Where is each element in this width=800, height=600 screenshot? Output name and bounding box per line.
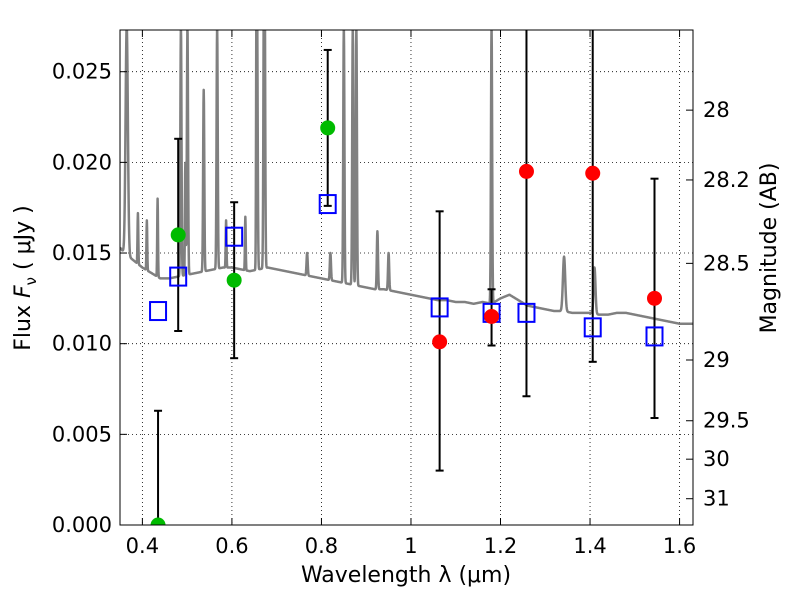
x-tick-label: 0.4 bbox=[126, 534, 159, 558]
observed-flux-marker-red bbox=[432, 334, 448, 350]
y-axis-label-symbol: F bbox=[11, 285, 36, 298]
grid bbox=[120, 30, 693, 526]
y-tick-label: 0.005 bbox=[52, 422, 112, 446]
right-axis-ticks: 28 28.2 28.5 29 29.5 30 31 bbox=[686, 98, 750, 511]
y-tick-label: 0.000 bbox=[52, 513, 112, 537]
observed-flux-marker-green bbox=[150, 517, 166, 525]
model-flux-marker bbox=[149, 301, 168, 322]
x-tick-label: 1.2 bbox=[484, 534, 517, 558]
y-axis-label-subscript: ν bbox=[22, 277, 40, 285]
plot-background bbox=[120, 30, 693, 525]
observed-flux-marker-red bbox=[484, 308, 500, 324]
model-flux-marker bbox=[517, 302, 536, 323]
model-flux-marker bbox=[583, 317, 602, 338]
right-tick-label: 30 bbox=[703, 447, 730, 471]
model-flux-marker bbox=[645, 326, 664, 347]
observed-flux-marker-red bbox=[585, 165, 601, 181]
plot-frame bbox=[119, 29, 694, 526]
y-axis-label-flux: Flux bbox=[11, 298, 36, 351]
right-tick-label: 31 bbox=[703, 487, 730, 511]
right-axis-label: Magnitude (AB) bbox=[757, 163, 782, 334]
right-tick-label: 28 bbox=[703, 98, 730, 122]
x-tick-label: 1.6 bbox=[663, 534, 696, 558]
right-tick-label: 29.5 bbox=[703, 409, 750, 433]
observed-flux-marker-red bbox=[518, 163, 534, 179]
y-tick-label: 0.025 bbox=[52, 60, 112, 84]
right-tick-label: 29 bbox=[703, 348, 730, 372]
y-tick-label: 0.015 bbox=[52, 241, 112, 265]
x-axis-label: Wavelength λ (μm) bbox=[301, 563, 511, 588]
model-flux-marker bbox=[169, 266, 188, 287]
x-axis-ticks: 0.4 0.6 0.8 1 1.2 1.4 1.6 bbox=[126, 30, 696, 558]
y-tick-label: 0.010 bbox=[52, 332, 112, 356]
observed-flux-marker-red bbox=[647, 290, 663, 306]
x-tick-label: 1.4 bbox=[573, 534, 606, 558]
right-tick-label: 28.2 bbox=[703, 168, 750, 192]
model-flux-marker bbox=[430, 297, 449, 318]
y-axis-label-unit: ( μJy ) bbox=[11, 205, 36, 277]
y-axis-ticks: 0.000 0.005 0.010 0.015 0.020 0.025 bbox=[52, 60, 127, 537]
model-flux-marker bbox=[318, 194, 337, 215]
model-spectrum-line bbox=[120, 30, 693, 325]
y-axis-label: Flux Fν ( μJy ) bbox=[11, 205, 40, 350]
model-flux-marker bbox=[225, 226, 244, 247]
data-markers bbox=[149, 120, 664, 525]
y-tick-label: 0.020 bbox=[52, 150, 112, 174]
observed-flux-marker-green bbox=[170, 227, 186, 243]
observed-flux-marker-green bbox=[226, 272, 242, 288]
x-tick-label: 0.8 bbox=[305, 534, 338, 558]
observed-flux-marker-green bbox=[320, 120, 336, 136]
x-tick-label: 0.6 bbox=[215, 534, 248, 558]
model-spectrum bbox=[120, 30, 693, 325]
x-tick-label: 1 bbox=[404, 534, 417, 558]
right-tick-label: 28.5 bbox=[703, 251, 750, 275]
